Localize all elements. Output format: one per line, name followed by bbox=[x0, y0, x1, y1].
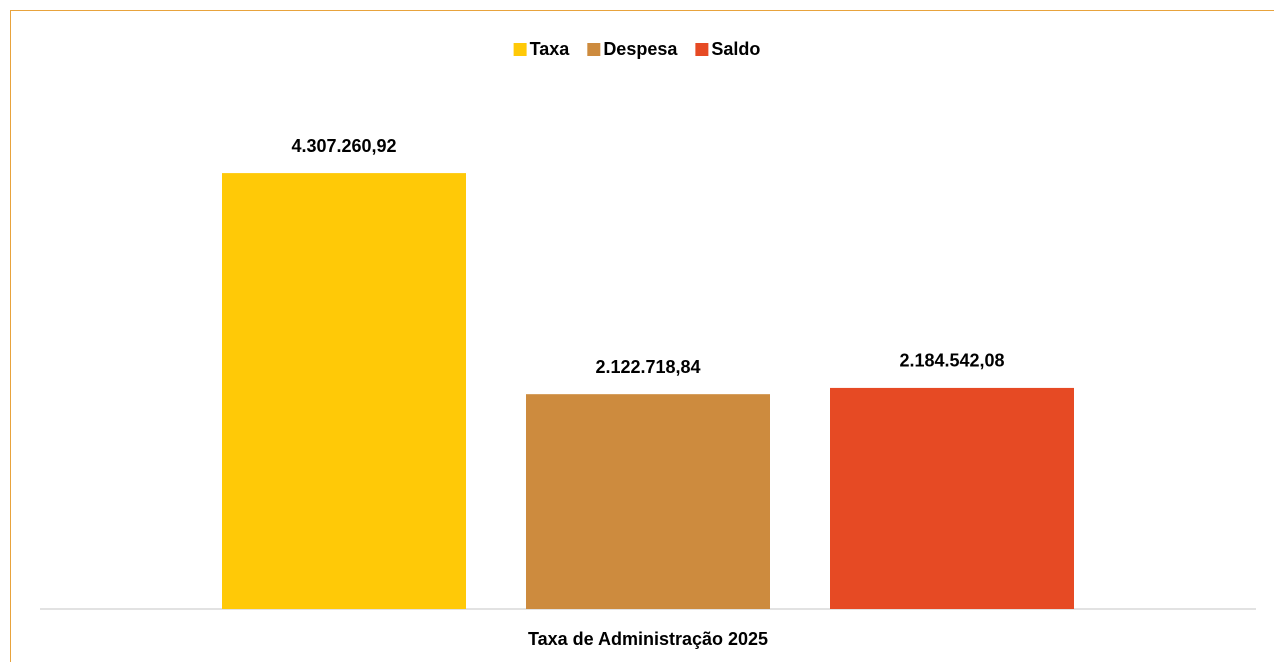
legend-label: Taxa bbox=[530, 39, 571, 59]
data-label: 4.307.260,92 bbox=[291, 136, 396, 156]
x-tick-label: Taxa de Administração 2025 bbox=[528, 629, 768, 649]
legend-swatch bbox=[695, 43, 709, 56]
bar bbox=[222, 173, 466, 609]
legend-label: Saldo bbox=[711, 39, 760, 59]
bar bbox=[830, 387, 1074, 609]
legend-swatch bbox=[587, 43, 601, 56]
bar bbox=[526, 394, 770, 609]
data-label: 2.122.718,84 bbox=[595, 357, 700, 377]
legend-label: Despesa bbox=[603, 39, 678, 59]
legend-swatch bbox=[513, 43, 527, 56]
data-label: 2.184.542,08 bbox=[899, 351, 1004, 371]
